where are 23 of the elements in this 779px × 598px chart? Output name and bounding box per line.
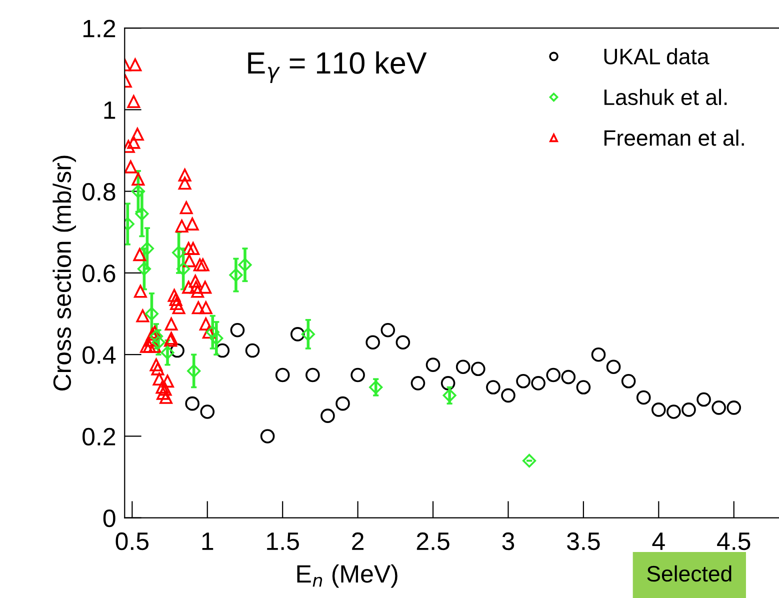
x-tick-label: 1.5 [267,532,299,550]
x-axis-title: E$_{n}$ (MeV) [297,564,398,588]
y-tick-label: 1 [104,102,116,119]
x-tick-label: 3 [502,532,514,550]
y-axis-title: Cross section (mb/sr) [52,156,76,390]
y-tick-label: 1.2 [83,20,116,38]
legend-label: Lashuk et al. [604,88,727,106]
y-tick-label: 0.6 [82,264,116,282]
x-tick-label: 1 [202,532,214,550]
x-tick-label: 0.5 [116,532,148,550]
x-tick-label: 2 [352,532,364,550]
y-tick-label: 0 [103,509,116,528]
annotation: E$_{γ}$ = 110 keV [248,51,427,84]
y-tick-label: 0.4 [82,346,116,364]
x-tick-label: 3.5 [567,532,600,550]
y-tick-label: 0.8 [82,182,116,201]
legend-label: UKAL data [604,48,710,64]
x-tick-label: 4 [652,532,665,550]
y-tick-label: 0.2 [82,428,116,446]
x-tick-label: 2.5 [416,532,450,550]
legend-label: Freeman et al. [604,130,744,146]
x-tick-label: 4.5 [717,532,750,550]
text: Selected [647,565,732,582]
